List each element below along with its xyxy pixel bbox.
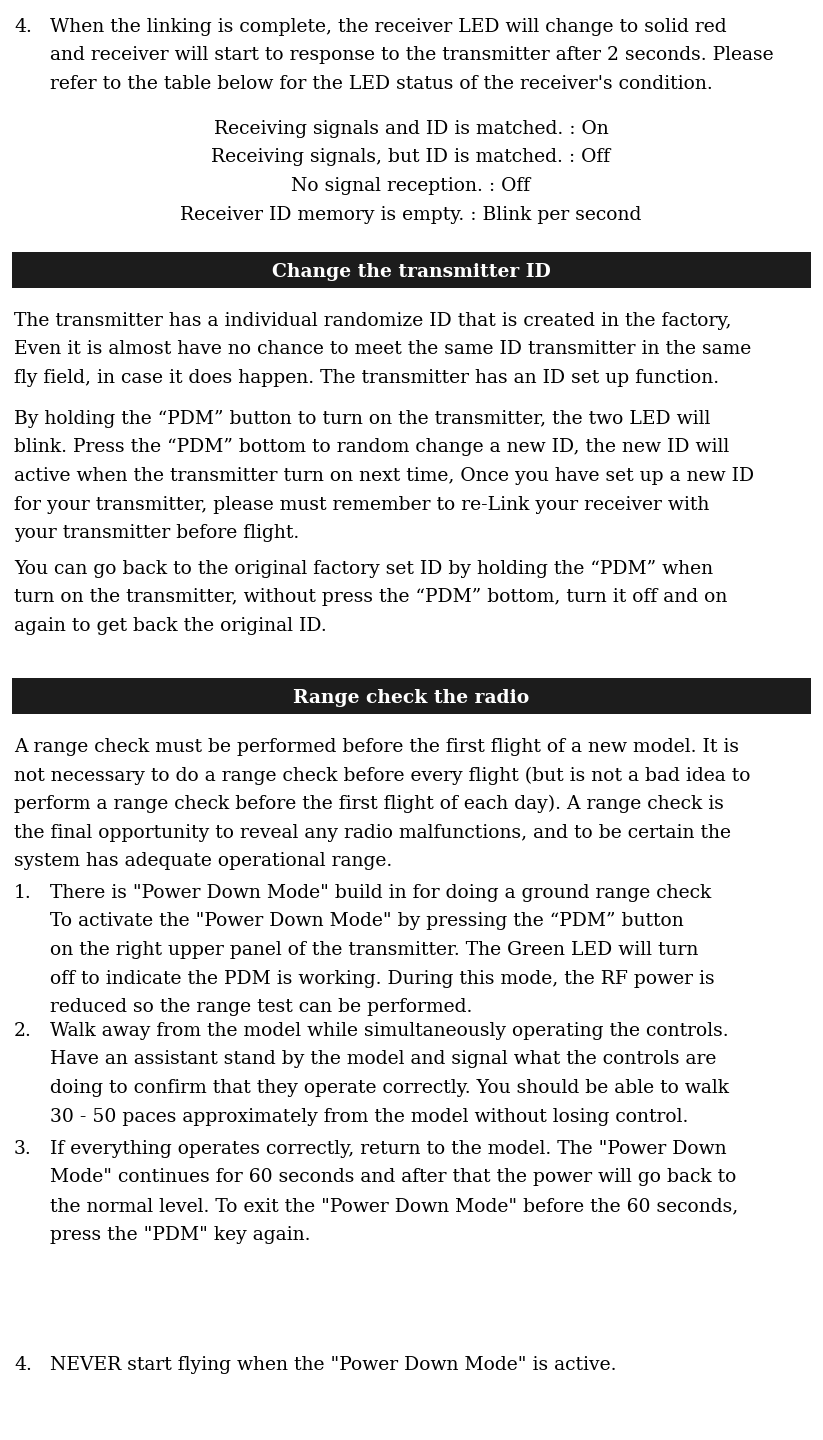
Text: 4.: 4. (14, 1356, 32, 1374)
Text: Receiving signals and ID is matched. : On: Receiving signals and ID is matched. : O… (214, 120, 608, 138)
Text: By holding the “PDM” button to turn on the transmitter, the two LED will: By holding the “PDM” button to turn on t… (14, 410, 710, 428)
Text: 2.: 2. (14, 1022, 32, 1040)
Text: 3.: 3. (14, 1140, 32, 1158)
Text: on the right upper panel of the transmitter. The Green LED will turn: on the right upper panel of the transmit… (50, 940, 699, 959)
Text: When the linking is complete, the receiver LED will change to solid red: When the linking is complete, the receiv… (50, 17, 727, 36)
Text: refer to the table below for the LED status of the receiver's condition.: refer to the table below for the LED sta… (50, 75, 713, 94)
Text: off to indicate the PDM is working. During this mode, the RF power is: off to indicate the PDM is working. Duri… (50, 969, 714, 988)
Text: the final opportunity to reveal any radio malfunctions, and to be certain the: the final opportunity to reveal any radi… (14, 824, 731, 841)
Text: again to get back the original ID.: again to get back the original ID. (14, 616, 327, 635)
Bar (12, 678, 811, 714)
Text: A range check must be performed before the first flight of a new model. It is: A range check must be performed before t… (14, 737, 739, 756)
Text: If everything operates correctly, return to the model. The "Power Down: If everything operates correctly, return… (50, 1140, 727, 1158)
Text: blink. Press the “PDM” bottom to random change a new ID, the new ID will: blink. Press the “PDM” bottom to random … (14, 439, 729, 456)
Text: doing to confirm that they operate correctly. You should be able to walk: doing to confirm that they operate corre… (50, 1079, 729, 1097)
Text: The transmitter has a individual randomize ID that is created in the factory,: The transmitter has a individual randomi… (14, 312, 732, 330)
Text: your transmitter before flight.: your transmitter before flight. (14, 524, 300, 541)
Text: To activate the "Power Down Mode" by pressing the “PDM” button: To activate the "Power Down Mode" by pre… (50, 913, 684, 930)
Bar (12, 252, 811, 288)
Text: Change the transmitter ID: Change the transmitter ID (272, 264, 551, 281)
Text: system has adequate operational range.: system has adequate operational range. (14, 852, 393, 870)
Text: reduced so the range test can be performed.: reduced so the range test can be perform… (50, 998, 472, 1017)
Text: 4.: 4. (14, 17, 32, 36)
Text: active when the transmitter turn on next time, Once you have set up a new ID: active when the transmitter turn on next… (14, 467, 754, 485)
Text: press the "PDM" key again.: press the "PDM" key again. (50, 1225, 310, 1244)
Text: Even it is almost have no chance to meet the same ID transmitter in the same: Even it is almost have no chance to meet… (14, 340, 751, 359)
Text: 1.: 1. (14, 884, 32, 901)
Text: Receiver ID memory is empty. : Blink per second: Receiver ID memory is empty. : Blink per… (180, 206, 642, 223)
Text: fly field, in case it does happen. The transmitter has an ID set up function.: fly field, in case it does happen. The t… (14, 369, 719, 387)
Text: not necessary to do a range check before every flight (but is not a bad idea to: not necessary to do a range check before… (14, 766, 751, 785)
Text: Receiving signals, but ID is matched. : Off: Receiving signals, but ID is matched. : … (212, 148, 611, 167)
Text: Walk away from the model while simultaneously operating the controls.: Walk away from the model while simultane… (50, 1022, 728, 1040)
Text: 30 - 50 paces approximately from the model without losing control.: 30 - 50 paces approximately from the mod… (50, 1107, 688, 1126)
Text: Range check the radio: Range check the radio (293, 688, 530, 707)
Text: for your transmitter, please must remember to re-Link your receiver with: for your transmitter, please must rememb… (14, 495, 709, 514)
Text: the normal level. To exit the "Power Down Mode" before the 60 seconds,: the normal level. To exit the "Power Dow… (50, 1197, 738, 1215)
Text: NEVER start flying when the "Power Down Mode" is active.: NEVER start flying when the "Power Down … (50, 1356, 616, 1374)
Text: Have an assistant stand by the model and signal what the controls are: Have an assistant stand by the model and… (50, 1051, 716, 1068)
Text: turn on the transmitter, without press the “PDM” bottom, turn it off and on: turn on the transmitter, without press t… (14, 589, 728, 606)
Text: perform a range check before the first flight of each day). A range check is: perform a range check before the first f… (14, 795, 724, 814)
Text: There is "Power Down Mode" build in for doing a ground range check: There is "Power Down Mode" build in for … (50, 884, 711, 901)
Text: You can go back to the original factory set ID by holding the “PDM” when: You can go back to the original factory … (14, 560, 713, 577)
Text: Mode" continues for 60 seconds and after that the power will go back to: Mode" continues for 60 seconds and after… (50, 1168, 737, 1187)
Text: and receiver will start to response to the transmitter after 2 seconds. Please: and receiver will start to response to t… (50, 46, 774, 65)
Text: No signal reception. : Off: No signal reception. : Off (291, 177, 531, 194)
